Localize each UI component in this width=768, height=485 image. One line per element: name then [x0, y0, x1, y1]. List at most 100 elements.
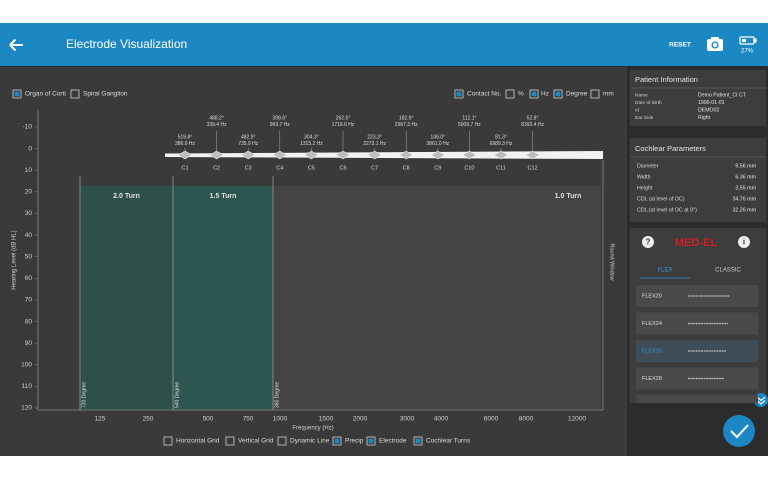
checkbox-fill — [555, 91, 561, 97]
option-background — [636, 395, 758, 403]
electrode-option[interactable]: FLEX26 — [636, 340, 758, 362]
checkbox[interactable]: Precip — [332, 436, 364, 446]
checkbox-label: Degree — [566, 91, 588, 98]
x-tick-label: 250 — [143, 416, 154, 423]
x-tick-label: 12000 — [568, 416, 586, 423]
checkbox[interactable]: Hz — [529, 89, 549, 99]
electrode-array — [165, 151, 603, 159]
checkbox-label: % — [518, 91, 524, 98]
electrode-contact — [430, 150, 446, 160]
info-button[interactable]: i — [738, 236, 750, 248]
battery-level: 27% — [741, 49, 754, 55]
checkbox-fill — [415, 438, 421, 444]
checkbox[interactable]: % — [505, 89, 524, 99]
help-button[interactable]: ? — [642, 236, 654, 248]
checkbox-label: Hz — [541, 91, 549, 98]
checkbox[interactable]: mm — [590, 89, 614, 99]
x-tick-label: 3000 — [400, 416, 415, 423]
option-label: FLEX24 — [642, 321, 662, 327]
info-value: 1900-01-01 — [698, 100, 725, 106]
contact-frequency: 2273.1 Hz — [363, 141, 386, 147]
checkbox-box — [413, 436, 423, 446]
checkbox-box — [553, 89, 563, 99]
checkbox[interactable]: Degree — [553, 89, 588, 99]
info-label: Name — [635, 92, 648, 98]
contact-frequency: 1315.2 Hz — [300, 141, 323, 147]
checkbox-fill — [456, 91, 462, 97]
contact-label: C11 — [496, 165, 506, 171]
electrode-contact — [303, 150, 319, 160]
contact-label: C10 — [464, 165, 474, 171]
electrode-option[interactable]: FLEX20 — [636, 285, 758, 307]
checkbox[interactable]: Electrode — [366, 436, 407, 446]
checkbox-label: Precip — [345, 438, 364, 445]
info-label: Id — [635, 107, 639, 113]
info-value: Demo Patient_CI CT — [698, 92, 747, 98]
x-tick-label: 1000 — [273, 416, 288, 423]
contact-label: C12 — [528, 165, 538, 171]
contact-frequency: 2967.3 Hz — [395, 122, 418, 128]
patient-panel — [630, 70, 766, 126]
contact-frequency: 6989.3 Hz — [490, 141, 513, 147]
x-tick-label: 1500 — [319, 416, 334, 423]
tab[interactable]: FLEX — [657, 268, 672, 274]
checkbox-box — [505, 89, 515, 99]
checkbox-fill — [531, 91, 537, 97]
turn-label: 1.5 Turn — [210, 193, 237, 200]
x-tick-label: 6000 — [484, 416, 499, 423]
checkbox[interactable]: Cochlear Turns — [413, 436, 471, 446]
checkbox-box — [225, 436, 235, 446]
electrode-contact — [240, 150, 256, 160]
panel-title: Cochlear Parameters — [635, 144, 706, 153]
x-tick-label: 4000 — [434, 416, 449, 423]
contact-angle: 262.5° — [336, 115, 351, 121]
reset-button[interactable]: RESET — [669, 42, 691, 49]
checkbox[interactable]: Contact No. — [454, 89, 502, 99]
param-value: 32.26 mm — [732, 207, 756, 213]
checkbox-label: Organ of Corti — [25, 91, 66, 98]
camera-button[interactable] — [707, 37, 723, 51]
y-tick-label: 100 — [21, 361, 32, 368]
contact-frequency: 3861.0 Hz — [426, 141, 449, 147]
info-label: Date of Birth — [635, 100, 662, 106]
electrode-list: FLEX20 FLEX24 FLEX26 FLEX28 FLEXSOFT — [636, 285, 758, 417]
checkbox[interactable]: Dynamic Line — [277, 436, 330, 446]
svg-text:?: ? — [646, 238, 651, 247]
electrode-option[interactable]: FLEXSOFT — [636, 395, 758, 417]
electrode-contact — [272, 150, 288, 160]
checkbox[interactable]: Horizontal Grid — [163, 436, 220, 446]
checkbox-box — [12, 89, 22, 99]
checkbox-label: Vertical Grid — [238, 438, 274, 445]
checkbox-box — [277, 436, 287, 446]
checkbox-label: Cochlear Turns — [426, 438, 471, 445]
x-tick-label: 750 — [243, 416, 254, 423]
option-label: FLEX28 — [642, 376, 662, 382]
y-tick-label: 80 — [25, 318, 33, 325]
svg-text:i: i — [743, 238, 745, 247]
tab[interactable]: CLASSIC — [715, 268, 741, 274]
checkbox-box — [454, 89, 464, 99]
turn-degree: 360 Degree — [274, 382, 280, 408]
contact-label: C9 — [434, 165, 441, 171]
param-value: 9.56 mm — [735, 163, 756, 169]
contact-label: C5 — [308, 165, 315, 171]
contact-label: C2 — [213, 165, 220, 171]
checkbox-fill — [368, 438, 374, 444]
contact-frequency: 969.7 Hz — [270, 122, 291, 128]
checkbox[interactable]: Spiral Ganglion — [70, 89, 128, 99]
electrode-option[interactable]: FLEX28 — [636, 367, 758, 390]
contact-angle: 52.8° — [527, 115, 539, 121]
back-button[interactable] — [9, 38, 23, 52]
checkbox-label: Spiral Ganglion — [83, 91, 128, 98]
electrode-contact — [398, 150, 414, 160]
y-tick-label: 120 — [21, 405, 32, 412]
param-label: Height — [637, 185, 653, 191]
electrode-option[interactable]: FLEX24 — [636, 312, 758, 335]
confirm-button[interactable] — [723, 415, 755, 447]
dynamic-layer: Organ of Corti Spiral Ganglion Contact No.… — [12, 89, 758, 446]
checkbox[interactable]: Organ of Corti — [12, 89, 66, 99]
contact-frequency: 1716.6 Hz — [332, 122, 355, 128]
checkbox[interactable]: Vertical Grid — [225, 436, 274, 446]
electrode-contact — [461, 150, 477, 160]
